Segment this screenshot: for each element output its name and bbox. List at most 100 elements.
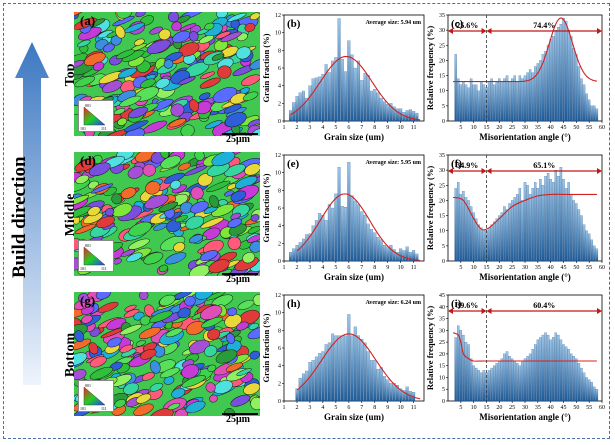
- y-axis-label: Grain fraction (%): [262, 313, 271, 382]
- x-tick-label: 6: [347, 405, 350, 411]
- x-tick-label: 30: [522, 125, 528, 131]
- grain: [236, 321, 249, 331]
- bar: [500, 81, 504, 122]
- grain: [115, 49, 135, 60]
- bar: [539, 60, 542, 122]
- bar: [552, 36, 555, 122]
- grain: [89, 356, 107, 368]
- ipf-label-left: 101: [80, 266, 86, 271]
- misorientation-chart: 5 10 15 20 25 30 35 40 45 50 55 60 0 5 10 15 20 25 30 35 40 4…: [425, 290, 606, 426]
- grain: [135, 393, 152, 404]
- bar: [531, 188, 534, 262]
- y-tick-label: 30: [439, 28, 445, 34]
- y-tick-label: 5: [442, 387, 445, 393]
- grain: [105, 207, 115, 217]
- grain: [149, 408, 174, 416]
- bar: [295, 244, 299, 262]
- bar: [539, 179, 542, 262]
- bar: [382, 376, 386, 402]
- bar: [327, 342, 331, 402]
- bar: [314, 77, 318, 122]
- bar: [386, 379, 390, 402]
- bar: [487, 227, 491, 262]
- grain: [249, 12, 260, 21]
- bar: [523, 75, 527, 122]
- grain: [133, 403, 154, 416]
- ipf-label-right: 111: [101, 126, 107, 131]
- grain: [227, 218, 242, 228]
- bar: [534, 344, 537, 402]
- grain: [149, 360, 161, 374]
- bar: [521, 200, 524, 262]
- grain: [118, 67, 137, 79]
- x-tick-label: 4: [321, 125, 324, 131]
- bar: [521, 78, 524, 122]
- bar: [363, 214, 367, 262]
- fit-curve: [453, 17, 597, 83]
- ipf-label-top: 001: [85, 243, 91, 248]
- y-axis-label: Grain fraction (%): [262, 33, 271, 102]
- grain: [230, 394, 251, 407]
- bar: [363, 342, 367, 402]
- grain: [168, 118, 186, 128]
- bar: [324, 344, 328, 402]
- grain: [242, 91, 259, 101]
- grain: [159, 294, 176, 307]
- y-tick-label: 10: [275, 311, 281, 317]
- bar: [493, 221, 496, 262]
- x-tick-label: 35: [535, 405, 541, 411]
- x-axis-label: Misorientation angle (°): [479, 412, 571, 422]
- y-axis-label: Grain fraction (%): [262, 173, 271, 242]
- bar: [552, 337, 555, 402]
- bar: [544, 176, 547, 262]
- grain: [207, 364, 217, 373]
- bar: [376, 237, 380, 262]
- grain: [241, 74, 260, 86]
- bar: [546, 173, 550, 262]
- bar: [408, 252, 412, 262]
- grain: [107, 337, 122, 348]
- grain: [145, 181, 161, 195]
- x-tick-label: 30: [522, 265, 528, 271]
- bar: [587, 99, 591, 122]
- ipf-triangle-icon: 001 101 111: [80, 243, 107, 271]
- grain: [119, 95, 142, 108]
- x-tick-label: 3: [308, 405, 311, 411]
- bar: [405, 246, 409, 262]
- bar: [305, 370, 309, 402]
- grain: [173, 242, 186, 253]
- bar: [472, 84, 475, 122]
- high-angle-percent: 65.1%: [533, 161, 555, 170]
- grain: [93, 154, 103, 164]
- high-angle-percent: 60.4%: [533, 301, 555, 310]
- grain: [208, 259, 230, 274]
- grain: [178, 162, 191, 171]
- bar: [546, 334, 550, 402]
- x-tick-label: 10: [398, 265, 404, 271]
- x-tick-label: 45: [561, 405, 567, 411]
- grain: [200, 71, 215, 80]
- bar: [353, 326, 357, 402]
- fit-curve: [296, 333, 421, 400]
- y-axis-label: Relative frequency (%): [426, 306, 435, 391]
- y-tick-label: 10: [439, 375, 445, 381]
- grain: [169, 179, 182, 190]
- bar: [405, 110, 409, 122]
- bar: [311, 360, 315, 402]
- scale-bar-label: 25μm: [226, 134, 250, 145]
- bar: [516, 363, 519, 402]
- bar: [289, 110, 292, 122]
- grain: [159, 152, 169, 159]
- bar: [459, 194, 463, 262]
- grain: [211, 152, 236, 167]
- bar: [331, 207, 335, 262]
- grain: [102, 80, 123, 93]
- bar: [536, 339, 540, 402]
- x-tick-label: 9: [386, 125, 389, 131]
- grain: [140, 78, 156, 89]
- grain: [224, 112, 247, 128]
- x-axis-label: Grain size (um): [324, 412, 384, 422]
- x-tick-label: 4: [321, 265, 324, 271]
- grain: [209, 394, 218, 403]
